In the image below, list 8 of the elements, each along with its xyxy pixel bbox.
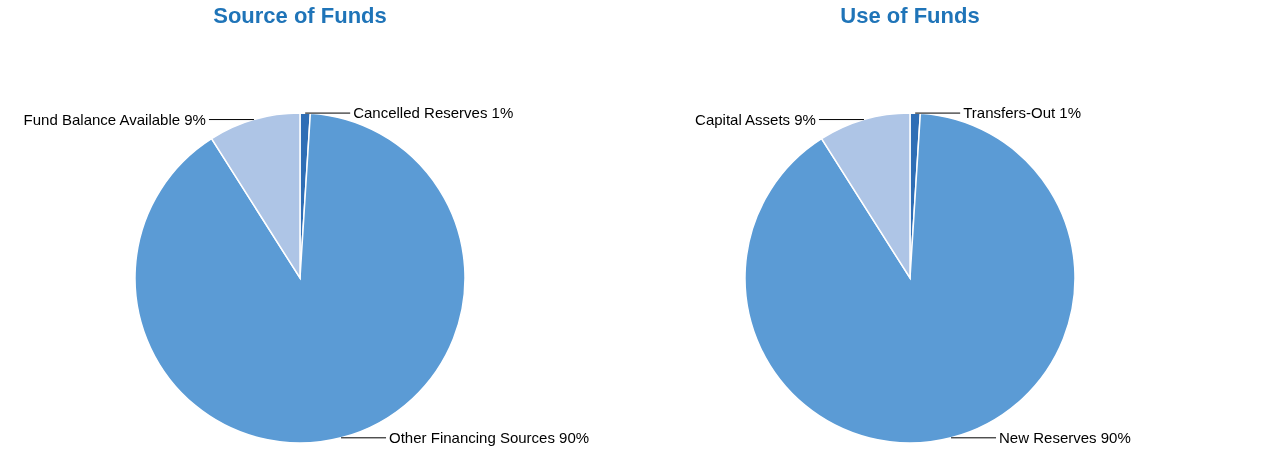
chart-title: Source of Funds: [213, 3, 387, 28]
slice-label: Transfers-Out 1%: [963, 104, 1081, 122]
slice-label: New Reserves 90%: [999, 428, 1131, 446]
slice-label: Capital Assets 9%: [695, 110, 816, 128]
slice-label: Other Financing Sources 90%: [389, 428, 590, 446]
slice-label: Fund Balance Available 9%: [23, 110, 206, 128]
slice-label: Cancelled Reserves 1%: [353, 104, 514, 122]
chart-title: Use of Funds: [840, 3, 980, 28]
